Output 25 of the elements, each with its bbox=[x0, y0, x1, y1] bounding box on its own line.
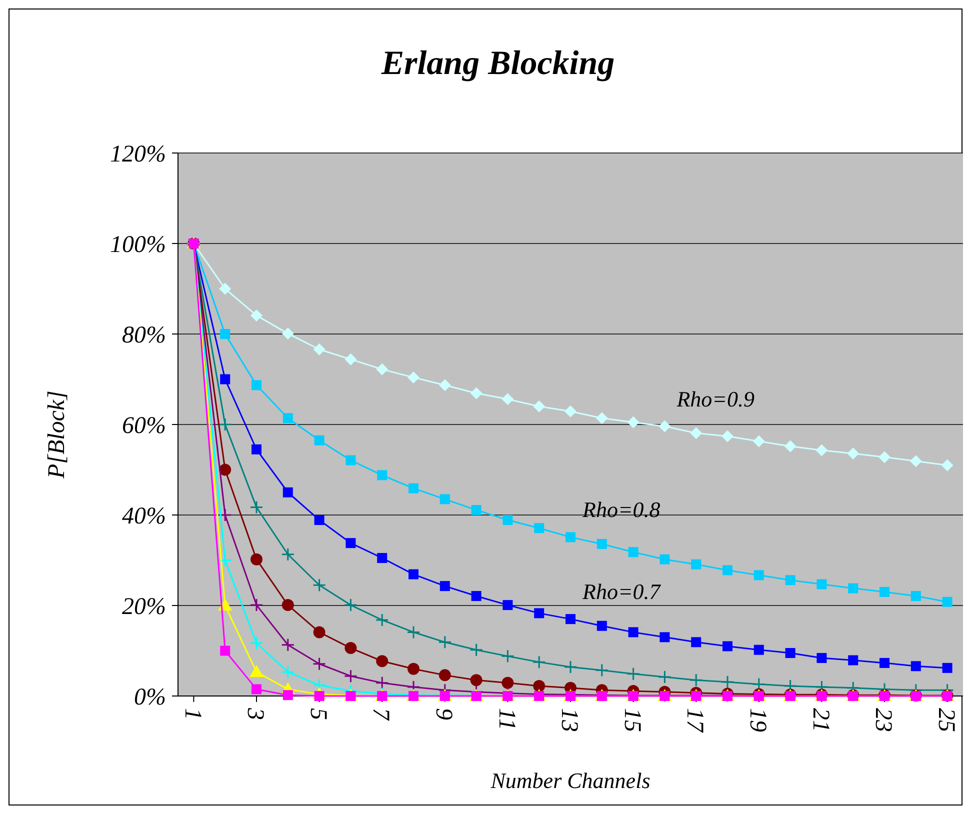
x-tick-label: 17 bbox=[682, 708, 708, 733]
x-tick-label: 7 bbox=[368, 708, 394, 721]
series-label: Rho=0.7 bbox=[582, 579, 662, 604]
x-tick-label: 19 bbox=[744, 708, 770, 732]
x-tick-label: 21 bbox=[807, 708, 834, 732]
x-tick-label: 23 bbox=[870, 708, 896, 732]
y-tick-label: 60% bbox=[122, 412, 166, 439]
series-label: Rho=0.9 bbox=[676, 386, 754, 412]
y-axis-title: P[Block] bbox=[44, 390, 70, 480]
x-tick-label: 11 bbox=[493, 708, 520, 730]
y-tick-label: 100% bbox=[110, 232, 166, 258]
y-tick-label: 40% bbox=[122, 503, 166, 530]
x-tick-label: 5 bbox=[304, 708, 331, 720]
chart-title: Erlang Blocking bbox=[380, 45, 615, 82]
x-tick-label: 1 bbox=[179, 708, 206, 720]
x-tick-label: 13 bbox=[556, 708, 582, 732]
x-tick-label: 15 bbox=[618, 708, 645, 732]
y-tick-label: 80% bbox=[122, 322, 166, 348]
y-tick-label: 20% bbox=[122, 594, 166, 620]
x-axis-title: Number Channels bbox=[490, 768, 650, 793]
x-tick-label: 25 bbox=[932, 708, 959, 732]
y-tick-label: 0% bbox=[134, 684, 166, 710]
y-tick-label: 120% bbox=[110, 141, 166, 168]
x-tick-label: 3 bbox=[242, 707, 268, 720]
x-tick-label: 9 bbox=[430, 708, 456, 720]
